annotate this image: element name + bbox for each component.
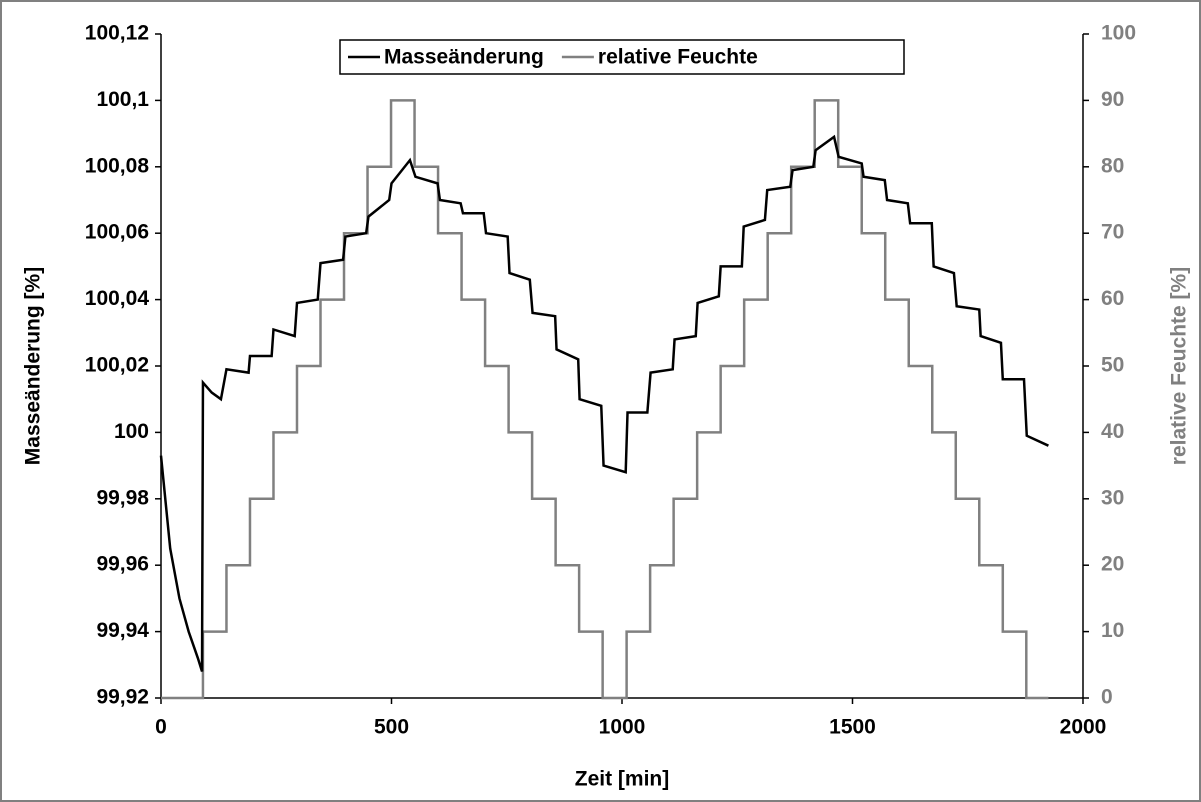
- y2-tick-label: 50: [1101, 354, 1124, 377]
- x-tick-label: 1500: [829, 716, 876, 739]
- y2-tick-label: 80: [1101, 154, 1124, 177]
- legend-label: Masseänderung: [384, 46, 544, 69]
- legend-box: [339, 39, 905, 75]
- y2-tick-label: 10: [1101, 619, 1124, 642]
- y-tick-label: 100,02: [85, 354, 149, 377]
- y-tick-label: 100,04: [85, 287, 150, 310]
- y2-tick-label: 70: [1101, 221, 1124, 244]
- y-tick-label: 99,92: [96, 686, 149, 709]
- y-tick-label: 99,98: [96, 486, 149, 509]
- y-tick-label: 100,06: [85, 221, 149, 244]
- y-tick-label: 100: [114, 420, 149, 443]
- x-tick-label: 500: [374, 716, 409, 739]
- legend-label: relative Feuchte: [598, 46, 758, 69]
- y2-tick-label: 0: [1101, 686, 1113, 709]
- y-tick-label: 99,96: [96, 553, 149, 576]
- y2-tick-label: 60: [1101, 287, 1124, 310]
- y-tick-label: 99,94: [96, 619, 149, 642]
- y2-tick-label: 100: [1101, 22, 1136, 45]
- y-axis-title: Masseänderung [%]: [22, 267, 45, 465]
- x-axis-title: Zeit [min]: [575, 768, 670, 791]
- y2-tick-label: 40: [1101, 420, 1124, 443]
- x-tick-label: 0: [155, 716, 167, 739]
- x-tick-label: 1000: [599, 716, 646, 739]
- y2-tick-label: 90: [1101, 88, 1124, 111]
- y2-tick-label: 30: [1101, 486, 1124, 509]
- x-tick-label: 2000: [1060, 716, 1107, 739]
- y-tick-label: 100,08: [85, 154, 150, 177]
- data-line: [159, 134, 1049, 672]
- y-tick-label: 100,1: [96, 88, 149, 111]
- data-line: [161, 99, 1049, 700]
- y2-axis-title: relative Feuchte [%]: [1168, 267, 1191, 465]
- y2-tick-label: 20: [1101, 553, 1124, 576]
- y-tick-label: 100,12: [85, 22, 149, 45]
